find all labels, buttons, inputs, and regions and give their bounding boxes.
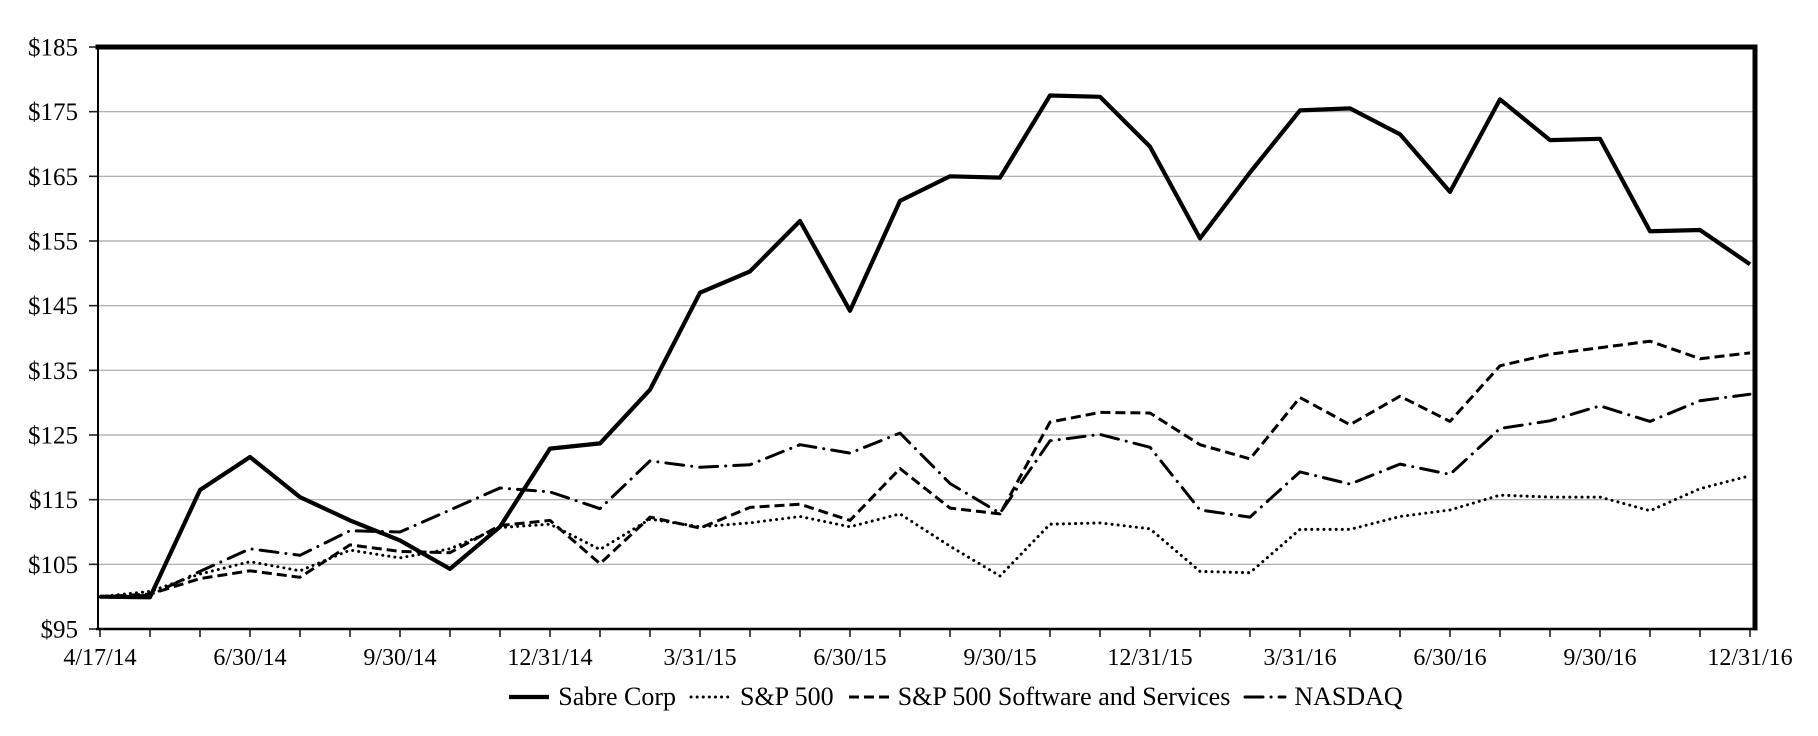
x-tick-label: 12/31/15: [1107, 645, 1192, 671]
legend-item-nasdaq: NASDAQ: [1243, 682, 1403, 712]
x-tick-label: 12/31/14: [507, 645, 592, 671]
legend-line-sample-sabre-corp: [509, 694, 550, 700]
x-tick-label: 9/30/15: [963, 645, 1036, 671]
gridlines: [98, 111, 1755, 565]
plot-border: [95, 44, 1758, 631]
y-tick-label: $95: [41, 617, 79, 644]
y-tick-label: $145: [28, 293, 78, 320]
x-tick-label: 6/30/16: [1413, 645, 1486, 671]
y-tick-label: $185: [28, 35, 78, 62]
legend-label: Sabre Corp: [558, 682, 676, 711]
series-line-sabre-corp: [99, 93, 1752, 600]
legend-line-sample-s-p-500-software-and-services: [848, 695, 889, 699]
legend-item-s-p-500-software-and-services: S&P 500 Software and Services: [847, 682, 1231, 712]
y-tick-label: $165: [28, 164, 78, 191]
legend-item-s-p-500: S&P 500: [689, 682, 834, 712]
x-tick-label: 9/30/16: [1563, 645, 1636, 671]
x-tick-label: 3/31/16: [1263, 645, 1336, 671]
legend-item-sabre-corp: Sabre Corp: [507, 682, 676, 712]
series-line-s-p-500: [98, 474, 1752, 599]
y-tick-label: $175: [28, 99, 78, 126]
x-tick-label: 6/30/14: [213, 645, 286, 671]
series-line-s-p-500-software-and-services: [99, 339, 1751, 599]
x-tick-label: 3/31/15: [663, 645, 736, 671]
y-tick-label: $135: [28, 358, 78, 385]
x-tick-label: 4/17/14: [63, 645, 136, 671]
y-tick-label: $105: [28, 552, 78, 579]
x-tick-label: 12/31/16: [1707, 645, 1792, 671]
y-tick-label: $115: [29, 487, 78, 514]
x-tick-label: 6/30/15: [813, 645, 886, 671]
legend-line-sample-s-p-500: [689, 695, 733, 699]
legend-label: S&P 500 Software and Services: [897, 682, 1231, 711]
y-tick-label: $125: [28, 423, 78, 450]
axis-ticks: [89, 46, 1751, 637]
y-tick-label: $155: [28, 229, 78, 256]
chart-legend: Sabre Corp S&P 500 S&P 500 Software and Se…: [0, 682, 1818, 712]
legend-line-sample-nasdaq: [1243, 695, 1287, 699]
x-axis-labels: 4/17/14 6/30/14 9/30/14 12/31/14 3/31/15 6/30…: [63, 645, 1792, 671]
legend-label: S&P 500: [740, 682, 834, 711]
y-axis-labels: $95 $105 $115 $125 $135 $145 $155 $165 $175 $185: [28, 35, 78, 644]
x-tick-label: 9/30/14: [363, 645, 436, 671]
legend-label: NASDAQ: [1294, 682, 1403, 711]
